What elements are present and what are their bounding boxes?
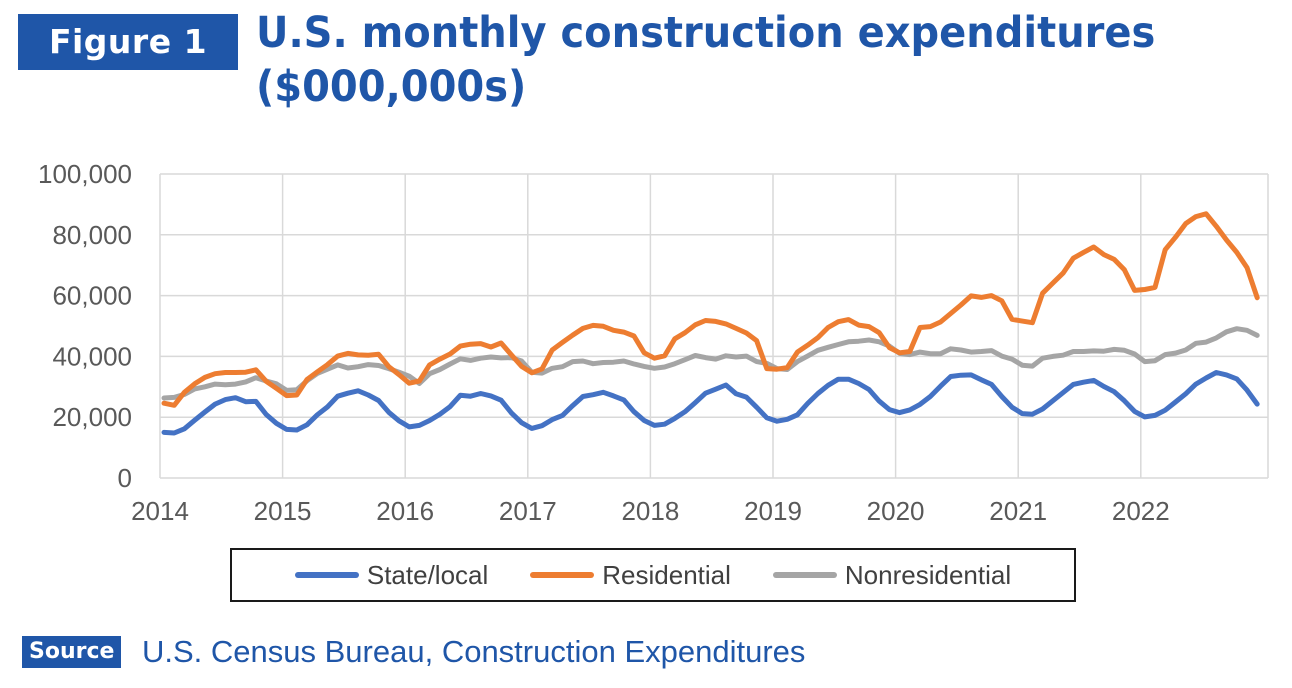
legend-label-state-local: State/local [366,559,489,590]
x-tick-label: 2016 [376,496,434,526]
y-tick-label: 100,000 [38,159,132,189]
legend-item-nonresidential: Nonresidential [772,559,1012,591]
x-tick-label: 2014 [131,496,189,526]
chart-grid [159,173,1269,479]
series-line-residential [161,211,1260,408]
legend-item-state-local: State/local [294,559,489,591]
y-tick-label: 20,000 [52,402,132,432]
chart-legend: State/local Residential Nonresidential [230,548,1076,602]
figure-label-badge: Figure 1 [18,14,238,70]
y-tick-label: 80,000 [52,220,132,250]
y-tick-label: 40,000 [52,341,132,371]
legend-swatch-state-local [294,572,359,578]
x-tick-label: 2020 [867,496,925,526]
source-text: U.S. Census Bureau, Construction Expendi… [142,634,806,669]
x-axis: 2014 2015 2016 2017 2018 2019 2020 2021 2022 [131,496,1170,526]
legend-item-residential: Residential [530,560,731,591]
x-tick-label: 2017 [499,496,557,526]
title-line-2: ($000,000s) [256,62,527,112]
y-axis: 0 20,000 40,000 60,000 80,000 100,000 [38,159,132,493]
legend-label-residential: Residential [602,559,731,590]
title-line-1: U.S. monthly construction expenditures [256,8,1156,58]
x-tick-label: 2018 [621,496,679,526]
x-tick-label: 2019 [744,496,802,526]
y-tick-label: 60,000 [52,281,132,311]
chart-title: U.S. monthly construction expenditures (… [256,6,1155,114]
x-tick-label: 2021 [989,496,1047,526]
legend-label-nonresidential: Nonresidential [844,559,1012,590]
source-label-badge: Source [22,636,122,668]
legend-swatch-residential [530,572,595,578]
chart-series [161,211,1260,436]
x-tick-label: 2022 [1112,496,1170,526]
y-tick-label: 0 [118,463,132,493]
legend-swatch-nonresidential [772,572,837,578]
series-line-state-local [161,370,1260,436]
x-tick-label: 2015 [254,496,312,526]
series-line-nonresidential [161,326,1260,401]
